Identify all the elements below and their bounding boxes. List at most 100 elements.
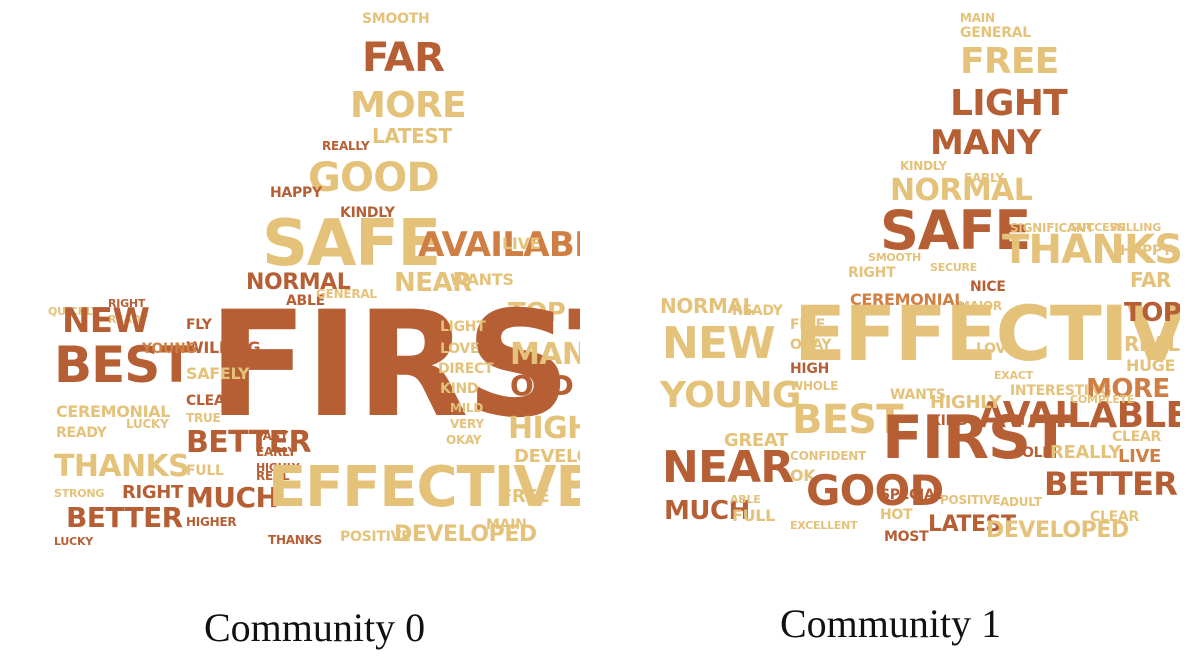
- cloud-word: HAPPY: [1120, 243, 1172, 259]
- cloud-word: NORMAL: [246, 270, 351, 295]
- cloud-word: MORE: [1086, 374, 1170, 404]
- cloud-word: SMOOTH: [868, 251, 921, 264]
- cloud-word: READY: [732, 303, 783, 319]
- cloud-word: THANKS: [54, 449, 190, 484]
- cloud-word: YOUNG: [142, 341, 197, 357]
- cloud-word: MANY: [930, 123, 1041, 163]
- cloud-word: RIGHT: [108, 297, 146, 310]
- cloud-word: REAL: [256, 469, 290, 483]
- cloud-word: SIGNIFICANT: [1010, 221, 1094, 235]
- cloud-word: NEW: [62, 301, 150, 341]
- word-cloud-community-0: SMOOTH FAR MORE LATEST REALLY GOOD HAPPY…: [40, 0, 580, 570]
- cloud-word: EFFECTIVE: [268, 455, 580, 520]
- caption-community-0: Community 0: [204, 605, 426, 650]
- cloud-word: NICE: [970, 279, 1006, 295]
- cloud-word: FAR: [362, 35, 445, 81]
- cloud-word: CONFIDENT: [790, 449, 866, 463]
- cloud-word: LATEST: [928, 512, 1016, 537]
- cloud-word: CLEAR: [1090, 509, 1139, 525]
- cloud-word: NEAR: [662, 442, 794, 493]
- cloud-word: CLEAR: [186, 393, 235, 409]
- cloud-word: EARLY: [256, 445, 296, 459]
- cloud-word: GREAT: [724, 430, 788, 451]
- cloud-word: KIND: [440, 381, 479, 397]
- cloud-word: FINE: [790, 317, 825, 333]
- cloud-word: FAST: [256, 429, 288, 443]
- cloud-word: WHOLE: [790, 379, 839, 393]
- cloud-word: HOT: [880, 507, 913, 523]
- cloud-word: NEAR: [394, 268, 472, 298]
- cloud-word: LOVE: [440, 341, 480, 357]
- cloud-word: REAL: [1124, 332, 1180, 356]
- cloud-word: FREE: [960, 41, 1059, 82]
- cloud-word: HIGH: [790, 361, 830, 377]
- cloud-word: ABLE: [286, 293, 325, 309]
- cloud-word: BETTER: [66, 501, 183, 534]
- cloud-word: FIRST: [208, 280, 580, 450]
- cloud-word: DEVELOPED: [514, 446, 580, 467]
- cloud-word: MILD: [450, 401, 484, 415]
- cloud-word: POSITIVE: [340, 529, 411, 545]
- cloud-word: THANKS: [268, 533, 323, 547]
- cloud-word: BEST: [792, 397, 904, 443]
- cloud-word: SAFE: [880, 199, 1031, 262]
- cloud-word: OKAY: [446, 433, 482, 447]
- cloud-word: EXCELLENT: [790, 519, 858, 532]
- cloud-word: STRONG: [54, 487, 105, 500]
- cloud-word: KINDLY: [900, 159, 947, 173]
- cloud-word: FULL: [732, 506, 776, 525]
- cloud-word: MAJOR: [958, 299, 1002, 313]
- cloud-word: LUCKY: [54, 535, 94, 548]
- cloud-word: INTERESTING: [1010, 383, 1112, 399]
- cloud-word: TRUE: [186, 411, 221, 425]
- cloud-word: DIRECT: [438, 361, 494, 377]
- cloud-word: EARLY: [964, 171, 1004, 185]
- cloud-word: AVAILABLE: [978, 395, 1180, 436]
- cloud-word: QUICKLY: [48, 305, 99, 318]
- cloud-word: MOST: [884, 529, 929, 545]
- cloud-word: GOOD: [308, 155, 440, 201]
- cloud-word: HIGHLY: [256, 461, 300, 474]
- cloud-word: THANKS: [1002, 227, 1180, 273]
- cloud-word: FLY: [186, 317, 212, 333]
- cloud-word: ADULT: [1000, 495, 1042, 509]
- cloud-word: OK: [790, 466, 816, 485]
- cloud-word: SPECIAL: [880, 487, 944, 503]
- cloud-word: CEREMONIAL: [850, 290, 965, 309]
- cloud-word: FAR: [1130, 268, 1172, 292]
- cloud-word: NORMAL: [890, 173, 1033, 208]
- cloud-word: DEVELOPED: [986, 518, 1129, 543]
- cloud-word: RIGHT: [848, 265, 896, 281]
- cloud-word: HAPPY: [270, 185, 322, 201]
- cloud-word: EFFECTIVE: [794, 289, 1180, 378]
- cloud-word: POSITIVE: [940, 493, 1001, 507]
- cloud-word: RIGHT: [122, 482, 183, 503]
- cloud-word: HIGHER: [186, 515, 237, 529]
- cloud-word: WANTS: [890, 387, 946, 403]
- cloud-word: SAFE: [262, 207, 441, 281]
- cloud-word: GENERAL: [960, 25, 1031, 41]
- cloud-word: DEVELOPED: [394, 522, 537, 547]
- cloud-word: MANY: [510, 337, 580, 372]
- cloud-word: LIGHT: [440, 319, 486, 335]
- cloud-word: OKAY: [790, 337, 832, 353]
- cloud-word: LUCKY: [126, 417, 169, 431]
- cloud-word: READY: [56, 425, 107, 441]
- cloud-word: ABLE: [730, 493, 761, 506]
- cloud-word: READY: [108, 313, 148, 326]
- cloud-word: NEW: [662, 318, 776, 369]
- cloud-word: MORE: [350, 85, 467, 126]
- cloud-word: KIND: [930, 413, 969, 429]
- cloud-word: MAIN: [486, 517, 527, 533]
- cloud-word: MUCH: [186, 481, 279, 514]
- cloud-word: REALLY: [322, 139, 370, 153]
- cloud-word: NORMAL: [660, 294, 755, 318]
- cloud-word: OLD: [1022, 445, 1054, 461]
- cloud-word: GOOD: [806, 466, 944, 515]
- cloud-word: BETTER: [1044, 465, 1178, 503]
- cloud-word: LIVE: [1118, 446, 1161, 467]
- cloud-word: BETTER: [186, 425, 312, 460]
- cloud-word: HUGE: [1126, 356, 1176, 375]
- cloud-word: WANTS: [450, 270, 514, 289]
- cloud-word: TOP: [508, 298, 566, 328]
